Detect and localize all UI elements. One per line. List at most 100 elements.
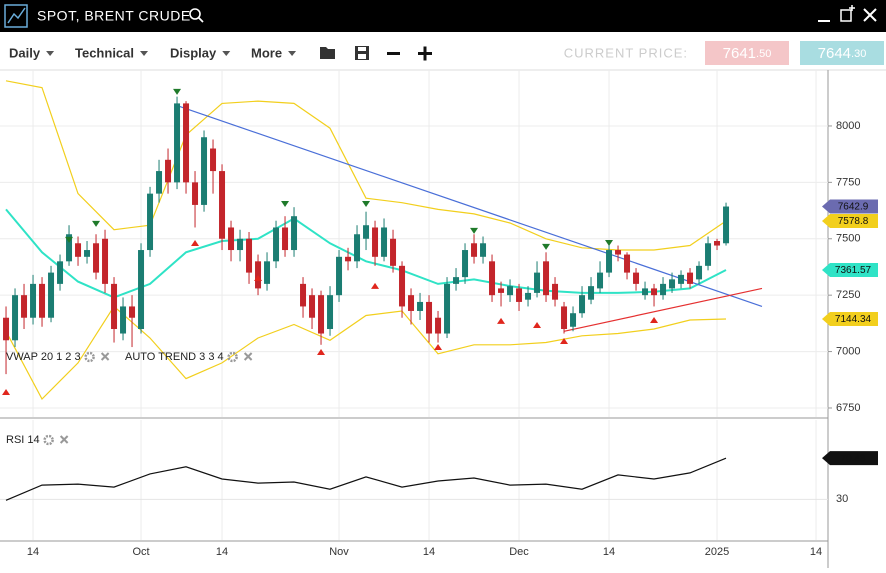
candle-body	[102, 238, 109, 284]
signal-arrow	[533, 321, 542, 328]
candle-body	[255, 261, 262, 289]
value-badge	[822, 312, 878, 327]
search-icon[interactable]	[189, 8, 204, 23]
candle-body	[597, 272, 604, 289]
candle-body	[219, 171, 226, 239]
candle-body	[264, 261, 271, 284]
candle-body	[228, 227, 235, 251]
indicator-label[interactable]: RSI 14	[6, 434, 40, 446]
signal-arrow	[2, 388, 11, 395]
candle-body	[579, 295, 586, 314]
candle-body	[534, 272, 541, 293]
candle-body	[669, 279, 676, 289]
signal-arrow	[605, 240, 614, 247]
x-tick-label: 14	[216, 546, 228, 558]
candle-body	[111, 283, 118, 330]
candle-body	[561, 306, 568, 330]
candle-body	[300, 283, 307, 307]
candle-body	[147, 193, 154, 251]
candle-body	[570, 313, 577, 327]
y-tick-label: 7750	[836, 176, 860, 188]
app-icon	[4, 4, 28, 28]
value-badge	[822, 451, 878, 466]
menu-button[interactable]: Daily	[9, 45, 41, 60]
menu-caret	[46, 51, 55, 56]
value-badge-label: 70.48	[840, 453, 865, 464]
candle-body	[714, 241, 721, 246]
settings-icon[interactable]	[227, 351, 238, 363]
signal-arrow	[650, 316, 659, 323]
settings-icon[interactable]	[84, 351, 95, 363]
candle-body	[336, 256, 343, 296]
value-badge	[822, 262, 878, 277]
x-tick-label: Dec	[509, 546, 529, 558]
candle-body	[201, 137, 208, 205]
remove-icon[interactable]	[59, 435, 69, 444]
menu-caret	[288, 51, 297, 56]
window-controls[interactable]	[818, 5, 877, 22]
candle-body	[246, 238, 253, 273]
candle-body	[129, 306, 136, 318]
candle-body	[57, 261, 64, 284]
candle-body	[642, 288, 649, 296]
value-badge-label: 7361.57	[835, 265, 872, 276]
signal-arrow	[497, 317, 506, 324]
candle-body	[678, 274, 685, 284]
y-tick-label: 6750	[836, 402, 860, 414]
signal-arrow	[317, 349, 326, 356]
value-badge-label: 7642.9	[838, 202, 869, 213]
toolbar-icons[interactable]	[320, 46, 432, 61]
candle-body	[660, 283, 667, 296]
x-tick-label: Oct	[132, 546, 149, 558]
candle-body	[426, 301, 433, 334]
x-tick-label: Nov	[329, 546, 349, 558]
candle-body	[498, 288, 505, 293]
candle-body	[417, 301, 424, 311]
bid-box[interactable]	[705, 41, 789, 65]
candle-body	[120, 306, 127, 334]
menu-button[interactable]: Technical	[75, 45, 134, 60]
candle-body	[489, 261, 496, 296]
y-tick-label: 7250	[836, 289, 860, 301]
y-tick-label: 7500	[836, 233, 860, 245]
bid-price[interactable]: 7641.50	[723, 45, 772, 62]
signal-arrow	[92, 220, 101, 227]
candle-body	[399, 265, 406, 307]
candle-body	[444, 283, 451, 334]
candle-body	[21, 295, 28, 318]
candle-body	[552, 283, 559, 300]
candle-body	[282, 227, 289, 251]
candle-body	[30, 283, 37, 318]
ask-box[interactable]	[800, 41, 884, 65]
signal-arrow	[371, 282, 380, 289]
candle-body	[48, 272, 55, 318]
y-tick-label: 8000	[836, 120, 860, 132]
candle-body	[381, 227, 388, 257]
remove-icon[interactable]	[100, 352, 110, 361]
indicator-label[interactable]: VWAP 20 1 2 3	[6, 351, 81, 363]
x-tick-label: 2025	[705, 546, 729, 558]
x-tick-label: 14	[27, 546, 39, 558]
candle-body	[696, 265, 703, 280]
candle-body	[615, 250, 622, 255]
indicator-label[interactable]: AUTO TREND 3 3 4	[125, 351, 224, 363]
value-badge	[822, 199, 878, 214]
candle-body	[624, 254, 631, 273]
candle-body	[390, 238, 397, 266]
remove-icon[interactable]	[243, 352, 253, 361]
signal-arrow	[434, 344, 443, 351]
menu-caret	[222, 51, 231, 56]
signal-arrow	[65, 236, 74, 243]
candle-body	[408, 295, 415, 311]
value-badge	[822, 213, 878, 228]
candle-body	[507, 286, 514, 296]
candle-body	[174, 103, 181, 183]
candle-body	[480, 243, 487, 257]
menu-button[interactable]: Display	[170, 45, 217, 60]
ask-price[interactable]: 7644.30	[818, 45, 867, 62]
settings-icon[interactable]	[43, 434, 54, 446]
candle-body	[525, 292, 532, 300]
menu-button[interactable]: More	[251, 45, 282, 60]
candle-body	[138, 250, 145, 330]
